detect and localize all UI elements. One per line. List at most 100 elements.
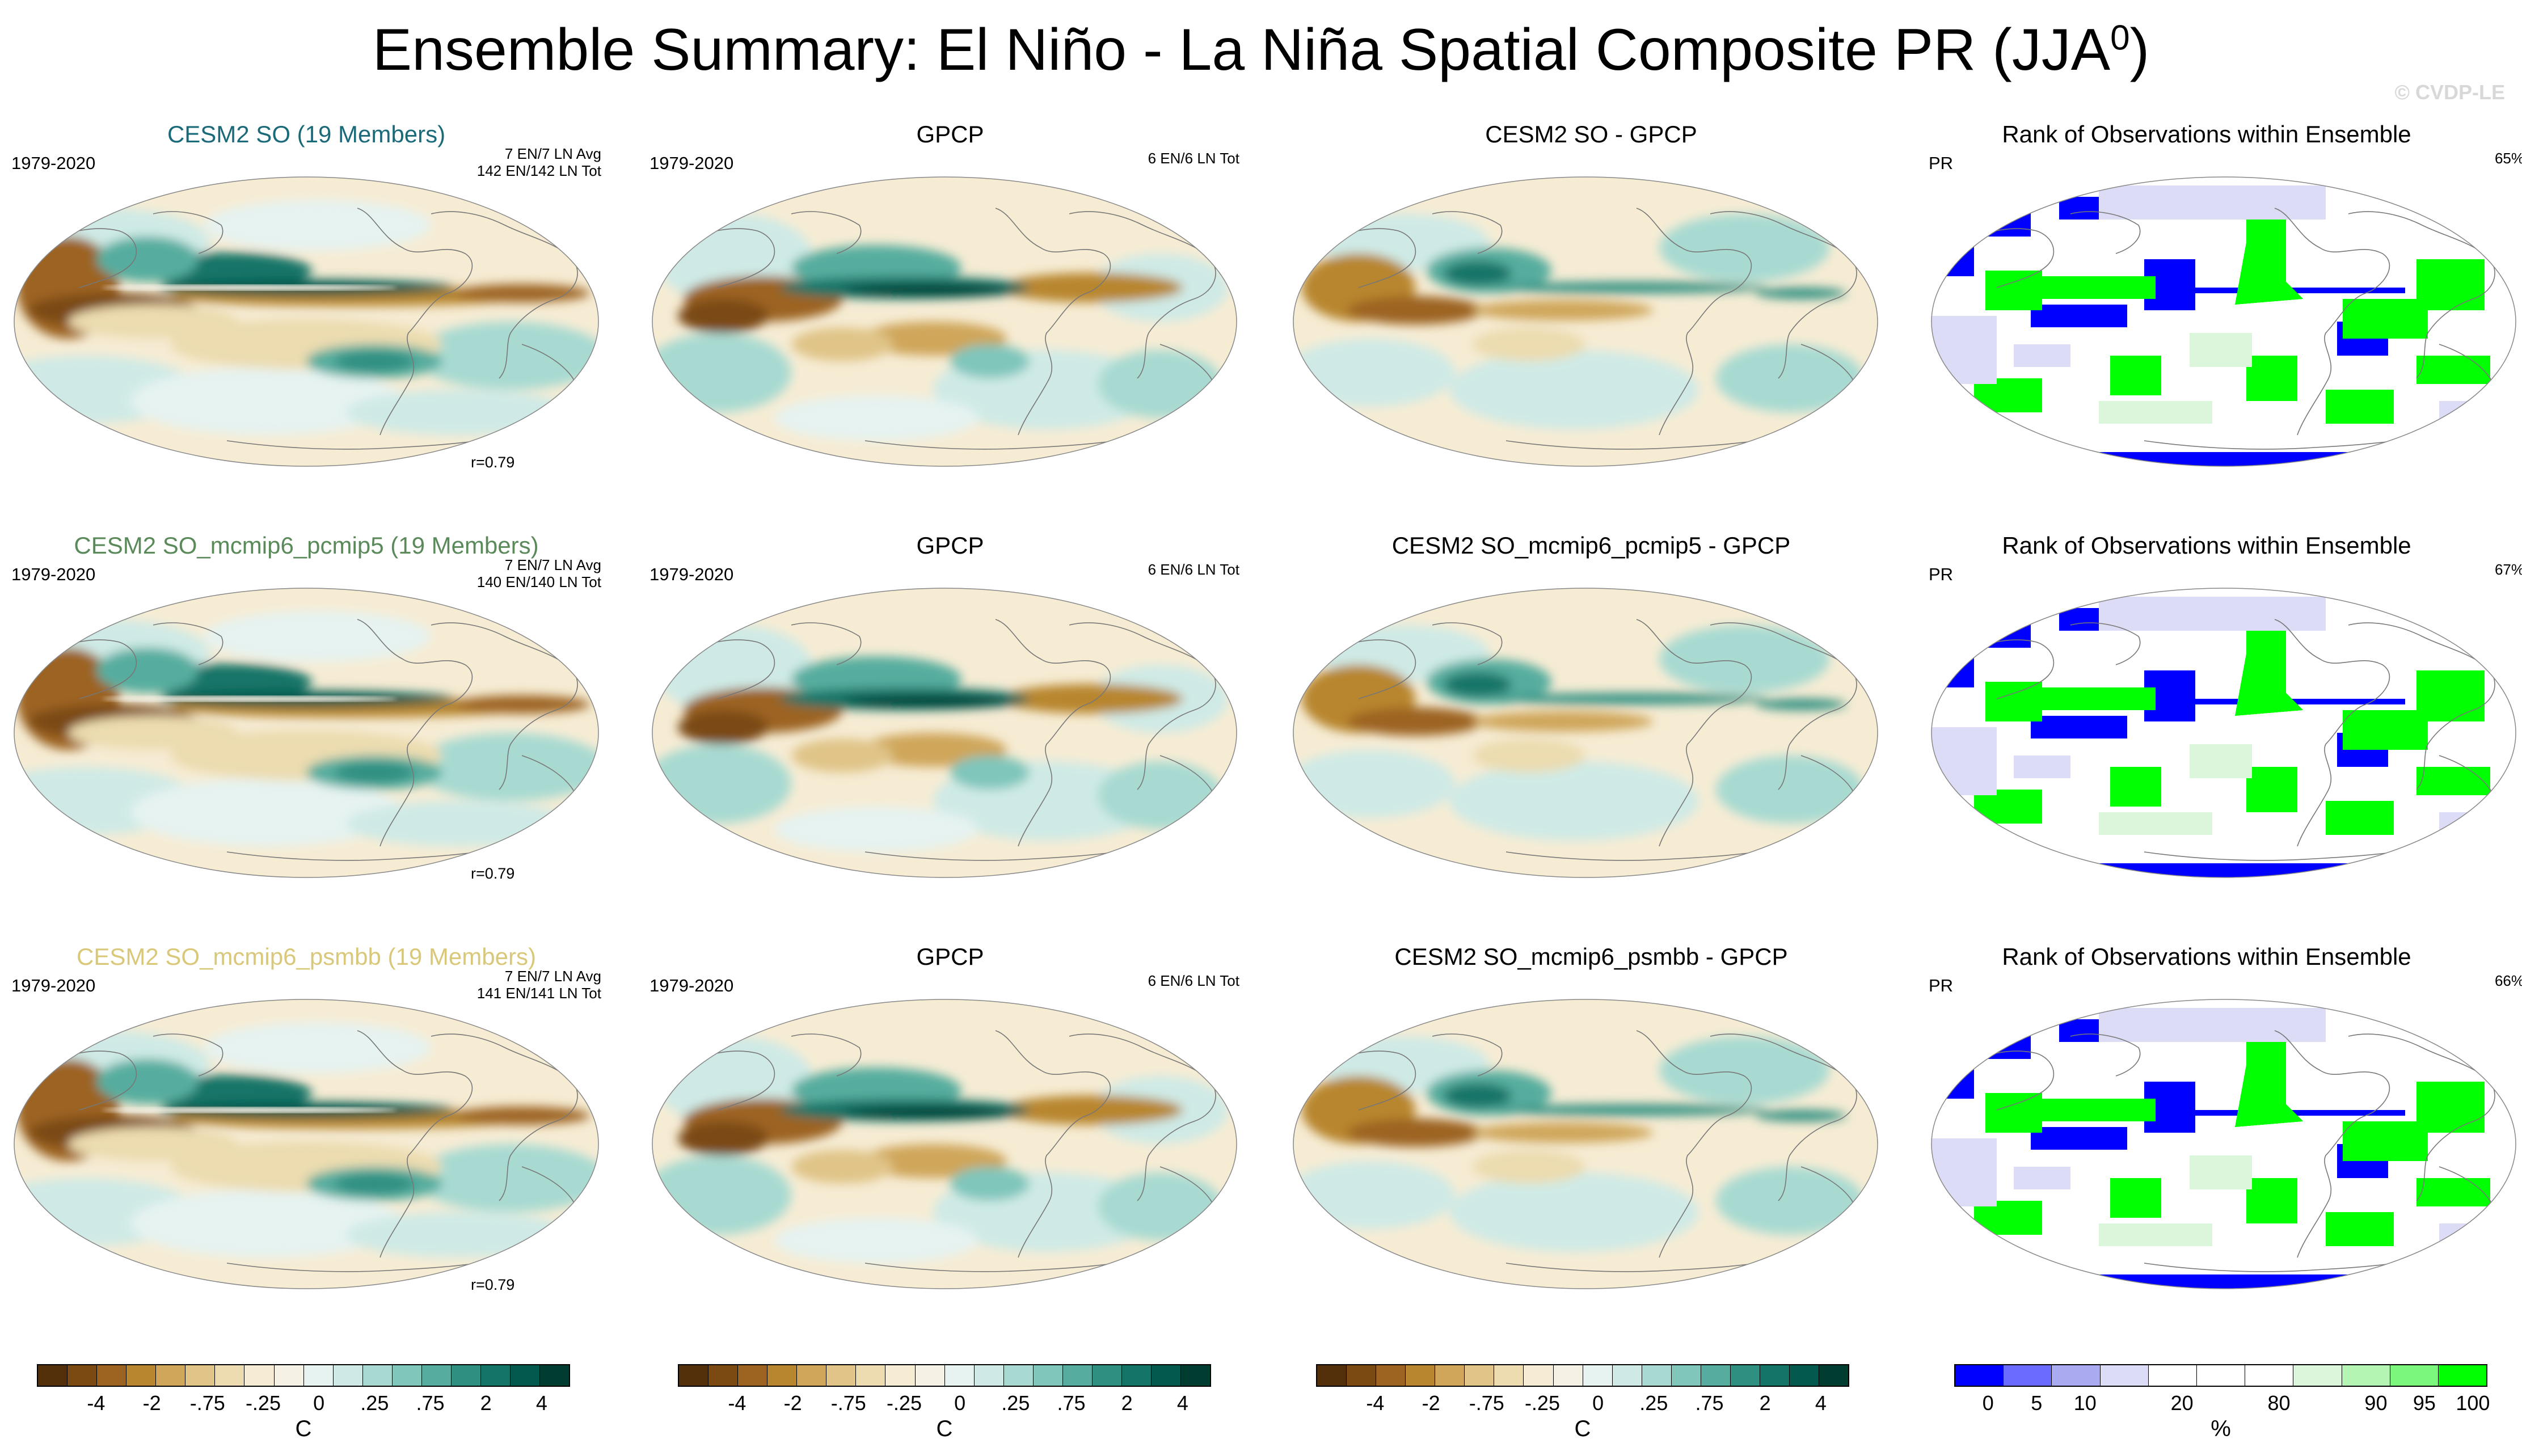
composite-map: [650, 174, 1239, 469]
colorbar-swatch: [215, 1365, 245, 1386]
colorbar-unit: C: [936, 1416, 953, 1441]
panel-title: Rank of Observations within Ensemble: [2002, 532, 2411, 559]
panel-model-row1: CESM2 SO (19 Members) 1979-2020 7 EN/7 L…: [0, 120, 624, 529]
colorbar-swatch: [974, 1365, 1004, 1386]
colorbar-tick-label: 0: [1982, 1391, 1994, 1415]
panel-rank-row3: Rank of Observations within Ensemble PR …: [1906, 943, 2522, 1351]
colorbar-swatch: [1121, 1365, 1152, 1386]
colorbar-tick-label: 0: [954, 1391, 966, 1415]
colorbar-swatch: [1642, 1365, 1672, 1386]
panel-diff-row1: CESM2 SO - GPCP: [1279, 120, 1903, 529]
composite-map: [650, 585, 1239, 880]
variable-label: PR: [1929, 153, 1954, 173]
colorbar-swatch: [2245, 1365, 2294, 1386]
colorbar-swatch: [1955, 1365, 2004, 1386]
rank-map: [1929, 585, 2519, 880]
panel-title: CESM2 SO (19 Members): [167, 121, 446, 147]
colorbar-swatch: [68, 1365, 98, 1386]
period-label: 1979-2020: [11, 153, 96, 173]
colorbar-model: C -4 -2 -.75 -.25 0 .25 .75 2 4: [37, 1364, 570, 1449]
event-count: 6 EN/6 LN Tot: [1148, 972, 1239, 989]
colorbar-swatch: [38, 1365, 68, 1386]
panel-diff-row2: CESM2 SO_mcmip6_pcmip5 - GPCP: [1279, 531, 1903, 940]
colorbar-swatch: [1317, 1365, 1347, 1386]
colorbar-swatch: [1730, 1365, 1760, 1386]
colorbar-tick-label: 2: [1759, 1391, 1771, 1415]
colorbar-tick-label: 2: [1121, 1391, 1133, 1415]
colorbar-swatch: [392, 1365, 422, 1386]
period-label: 1979-2020: [11, 564, 96, 584]
colorbar-unit: C: [295, 1416, 312, 1441]
colorbar-swatch: [1347, 1365, 1377, 1386]
colorbar-tick-label: -4: [87, 1391, 106, 1415]
difference-map: [1290, 174, 1880, 469]
figure-title: Ensemble Summary: El Niño - La Niña Spat…: [372, 17, 2150, 83]
colorbar-tick-label: 4: [1815, 1391, 1827, 1415]
colorbar-tick-label: -.25: [245, 1391, 281, 1415]
colorbar-tick-label: 4: [535, 1391, 547, 1415]
rank-percent: 65%: [2494, 150, 2522, 167]
colorbar-swatch: [2148, 1365, 2197, 1386]
colorbar-tick-label: -2: [1422, 1391, 1440, 1415]
colorbar-tick-label: 4: [1176, 1391, 1188, 1415]
panel-obs-row3: GPCP 1979-2020 6 EN/6 LN Tot: [638, 943, 1262, 1351]
colorbar-swatch: [2100, 1365, 2149, 1386]
colorbar-swatch: [826, 1365, 857, 1386]
colorbar-swatch: [1583, 1365, 1613, 1386]
panel-title: GPCP: [916, 121, 984, 147]
colorbar-swatch: [708, 1365, 739, 1386]
colorbar-swatch: [679, 1365, 709, 1386]
panel-rank-row2: Rank of Observations within Ensemble PR …: [1906, 531, 2522, 940]
colorbar-swatch: [1790, 1365, 1820, 1386]
period-label: 1979-2020: [650, 153, 734, 173]
panel-title: Rank of Observations within Ensemble: [2002, 943, 2411, 970]
colorbar-swatch: [1376, 1365, 1406, 1386]
panel-title: CESM2 SO_mcmip6_pcmip5 (19 Members): [74, 532, 539, 559]
colorbar-swatch: [1553, 1365, 1583, 1386]
colorbar-swatch: [1406, 1365, 1436, 1386]
panel-rank-row1: Rank of Observations within Ensemble PR …: [1906, 120, 2522, 529]
colorbar-tick-label: -.75: [1469, 1391, 1504, 1415]
colorbar-swatch: [944, 1365, 975, 1386]
colorbar-tick-label: -.25: [1524, 1391, 1560, 1415]
colorbar-tick-label: 0: [1592, 1391, 1604, 1415]
colorbar-swatch: [1760, 1365, 1790, 1386]
colorbar-rank: % 0 5 10 20 80 90 95 100: [1954, 1364, 2490, 1449]
event-count: 7 EN/7 LN Avg 140 EN/140 LN Tot: [476, 556, 601, 590]
colorbar-swatch: [1819, 1365, 1849, 1386]
colorbar-swatch: [244, 1365, 275, 1386]
pattern-correlation: r=0.79: [471, 454, 515, 471]
colorbar-swatch: [2052, 1365, 2101, 1386]
colorbar-tick-label: .75: [416, 1391, 445, 1415]
pattern-correlation: r=0.79: [471, 865, 515, 882]
colorbar-swatch: [303, 1365, 334, 1386]
colorbar-swatch: [1701, 1365, 1731, 1386]
colorbar-unit: %: [2211, 1416, 2231, 1441]
colorbar-tick-label: 0: [313, 1391, 325, 1415]
colorbar-swatch: [480, 1365, 511, 1386]
colorbar-swatch: [1033, 1365, 1063, 1386]
panel-title: GPCP: [916, 532, 984, 559]
event-count: 7 EN/7 LN Avg 142 EN/142 LN Tot: [476, 145, 601, 179]
panel-obs-row2: GPCP 1979-2020 6 EN/6 LN Tot: [638, 531, 1262, 940]
event-count: 6 EN/6 LN Tot: [1148, 561, 1239, 578]
colorbar-swatch: [1465, 1365, 1495, 1386]
composite-map: [11, 585, 601, 880]
panel-title: CESM2 SO - GPCP: [1485, 121, 1697, 147]
colorbar-tick-label: -2: [142, 1391, 161, 1415]
composite-map: [650, 997, 1239, 1292]
colorbar-obs: C -4 -2 -.75 -.25 0 .25 .75 2 4: [678, 1364, 1211, 1449]
colorbar-swatch: [1671, 1365, 1701, 1386]
colorbar-boxes: [678, 1364, 1211, 1387]
colorbar-swatch: [1181, 1365, 1211, 1386]
period-label: 1979-2020: [650, 564, 734, 584]
colorbar-boxes: [1954, 1364, 2487, 1387]
colorbar-swatch: [156, 1365, 186, 1386]
panel-title: CESM2 SO_mcmip6_psmbb - GPCP: [1394, 943, 1788, 970]
period-label: 1979-2020: [11, 976, 96, 995]
colorbar-tick-label: 95: [2413, 1391, 2436, 1415]
rank-map: [1929, 174, 2519, 469]
rank-percent: 67%: [2494, 561, 2522, 578]
colorbar-tick-label: .25: [1639, 1391, 1668, 1415]
panel-obs-row1: GPCP 1979-2020 6 EN/6 LN Tot: [638, 120, 1262, 529]
